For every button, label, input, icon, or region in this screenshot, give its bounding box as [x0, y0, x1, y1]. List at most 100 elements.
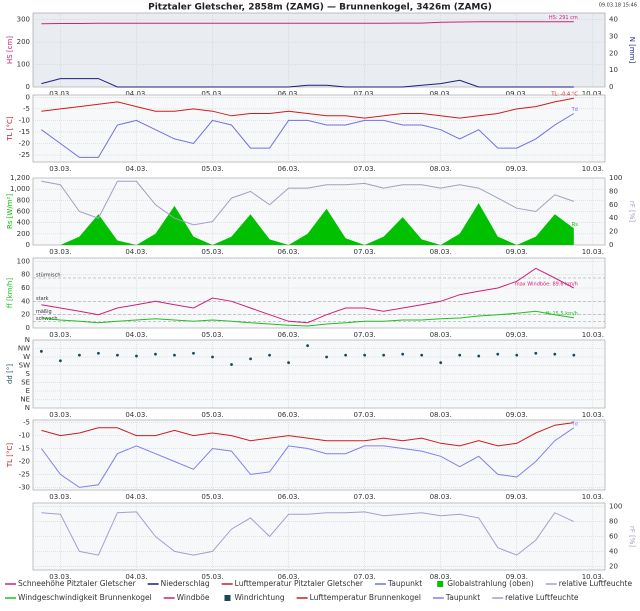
x-tick-label: 09.03.: [506, 331, 528, 339]
line: [41, 21, 574, 25]
y-tick-label: 300: [17, 16, 30, 24]
x-tick-label: 09.03.: [506, 248, 528, 256]
x-tick-label: 04.03.: [125, 165, 147, 173]
x-tick-label: 07.03.: [354, 331, 376, 339]
point: [77, 353, 81, 357]
y2-tick-label: 20: [609, 562, 618, 570]
panel: [32, 419, 606, 491]
line: [41, 97, 574, 119]
x-tick-label: 03.03.: [49, 90, 71, 98]
y2-tick-label: 20: [609, 49, 618, 57]
point: [211, 355, 214, 359]
y2-axis-label: N [mm]: [628, 37, 636, 64]
y2-tick-label: 100: [609, 174, 622, 182]
y-axis-label: TL [°C]: [6, 116, 14, 142]
x-tick-label: 08.03.: [430, 493, 452, 501]
x-tick-label: 06.03.: [277, 573, 299, 581]
y-tick-label: 20: [21, 311, 30, 319]
y-tick-label: 80: [21, 271, 30, 279]
y-tick-label: 100: [17, 61, 30, 69]
legend-label: relative Luftfeuchte: [505, 593, 579, 602]
y2-tick-label: 100: [609, 503, 622, 511]
x-tick-label: 03.03.: [49, 165, 71, 173]
point: [287, 361, 290, 365]
point: [306, 344, 309, 348]
y-tick-label: 0: [26, 324, 30, 332]
reference-label: stürmisch: [36, 273, 61, 279]
y-tick-label: E: [26, 387, 30, 395]
y2-tick-label: 20: [609, 228, 618, 236]
x-tick-label: 05.03.: [201, 248, 223, 256]
x-tick-label: 09.03.: [506, 165, 528, 173]
x-tick-label: 07.03.: [354, 411, 376, 419]
y-tick-label: SE: [21, 379, 30, 387]
x-tick-label: 07.03.: [354, 248, 376, 256]
legend-label: relative Luftfeuchte: [559, 579, 633, 588]
y-tick-label: 0: [26, 241, 30, 249]
x-tick-label: 04.03.: [125, 331, 147, 339]
y-tick-label: -20: [19, 140, 30, 148]
x-tick-label: 03.03.: [49, 493, 71, 501]
y2-tick-label: 60: [609, 533, 618, 541]
point: [344, 353, 348, 357]
y-tick-label: NW: [18, 345, 30, 353]
x-tick-label: 05.03.: [201, 411, 223, 419]
y-tick-label: 60: [21, 284, 30, 292]
point: [135, 354, 138, 358]
y-tick-label: NE: [20, 396, 30, 404]
x-tick-label: 08.03.: [430, 573, 452, 581]
panel: [32, 94, 606, 163]
x-tick-label: 03.03.: [49, 331, 71, 339]
chart-title: Pitztaler Gletscher, 2858m (ZAMG) — Brun…: [148, 3, 492, 13]
x-tick-label: 05.03.: [201, 493, 223, 501]
legend-label: Windrichtung: [234, 593, 284, 602]
line: [41, 180, 574, 226]
y2-tick-label: 30: [609, 33, 618, 41]
y2-tick-label: 0: [609, 83, 613, 91]
x-tick-label: 10.03.: [582, 165, 604, 173]
legend-label: Taupunkt: [445, 593, 480, 602]
x-tick-label: 06.03.: [277, 331, 299, 339]
x-tick-label: 06.03.: [277, 248, 299, 256]
end-label: Td: [571, 421, 578, 427]
end-label: max Windböe: 89.6 km/h: [515, 282, 578, 288]
y-tick-label: 200: [17, 230, 30, 238]
y-tick-label: 40: [21, 297, 30, 305]
point: [401, 352, 405, 356]
y2-tick-label: 10: [609, 66, 618, 74]
y2-axis-label: rF [%]: [628, 526, 636, 548]
y-tick-label: 0: [26, 83, 30, 91]
point: [534, 351, 538, 355]
y-tick-label: SW: [19, 362, 30, 370]
point: [249, 357, 252, 361]
x-tick-label: 07.03.: [354, 493, 376, 501]
y-tick-label: 600: [17, 208, 30, 216]
x-tick-label: 08.03.: [430, 411, 452, 419]
legend-label: Windböe: [177, 593, 210, 602]
y-tick-label: -10: [19, 116, 30, 124]
legend-marker: [224, 595, 231, 601]
point: [382, 353, 386, 357]
x-tick-label: 04.03.: [125, 493, 147, 501]
y-tick-label: -25: [19, 470, 30, 478]
point: [439, 361, 443, 365]
x-tick-label: 04.03.: [125, 411, 147, 419]
x-tick-label: 09.03.: [506, 573, 528, 581]
panel: [32, 12, 606, 88]
point: [39, 349, 43, 353]
x-tick-label: 07.03.: [354, 90, 376, 98]
timestamp: 09.03.18 15:46: [599, 3, 637, 9]
point: [154, 352, 157, 356]
point: [496, 352, 500, 356]
panel: [32, 257, 606, 329]
point: [116, 353, 119, 357]
x-tick-label: 08.03.: [430, 248, 452, 256]
y-tick-label: N: [25, 404, 30, 412]
x-tick-label: 07.03.: [354, 573, 376, 581]
y2-tick-label: 40: [609, 547, 618, 555]
y-tick-label: -10: [19, 432, 30, 440]
x-tick-label: 10.03.: [582, 411, 604, 419]
point: [230, 363, 233, 366]
x-tick-label: 09.03.: [506, 411, 528, 419]
